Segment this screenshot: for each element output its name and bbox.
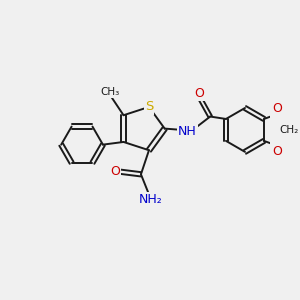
Text: O: O	[292, 123, 300, 136]
Text: CH₃: CH₃	[100, 87, 120, 97]
Text: CH₂: CH₂	[280, 125, 299, 135]
Text: O: O	[272, 102, 282, 115]
Text: NH: NH	[178, 125, 197, 138]
Text: O: O	[110, 165, 120, 178]
Text: O: O	[194, 87, 204, 100]
Text: NH₂: NH₂	[138, 193, 162, 206]
Text: O: O	[272, 145, 282, 158]
Text: S: S	[145, 100, 153, 113]
